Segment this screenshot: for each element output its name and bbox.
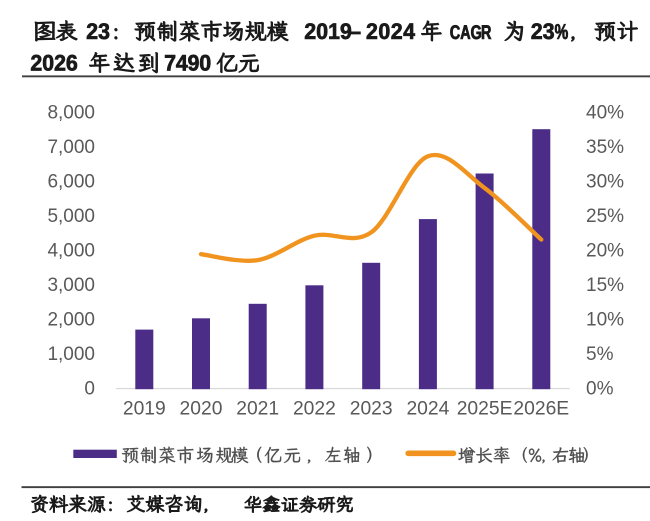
svg-text:2,000: 2,000	[47, 310, 95, 331]
svg-text:5,000: 5,000	[47, 206, 95, 227]
svg-text:4,000: 4,000	[47, 241, 95, 262]
svg-text:15%: 15%	[586, 275, 624, 296]
svg-text:20%: 20%	[586, 241, 624, 262]
svg-text:6,000: 6,000	[47, 172, 95, 193]
svg-text:5%: 5%	[586, 344, 614, 365]
svg-text:2025E: 2025E	[457, 398, 513, 419]
svg-text:40%: 40%	[586, 102, 624, 123]
svg-text:2024: 2024	[406, 398, 449, 419]
svg-text:10%: 10%	[586, 310, 624, 331]
svg-text:2023: 2023	[350, 398, 393, 419]
svg-text:2026E: 2026E	[513, 398, 569, 419]
svg-text:7,000: 7,000	[47, 137, 95, 158]
svg-text:0: 0	[84, 379, 95, 400]
svg-text:2020: 2020	[180, 398, 223, 419]
svg-text:8,000: 8,000	[47, 102, 95, 123]
svg-text:1,000: 1,000	[47, 344, 95, 365]
svg-text:35%: 35%	[586, 137, 624, 158]
svg-text:2019: 2019	[123, 398, 166, 419]
svg-text:2022: 2022	[293, 398, 336, 419]
svg-text:0%: 0%	[586, 379, 614, 400]
svg-text:30%: 30%	[586, 172, 624, 193]
svg-text:25%: 25%	[586, 206, 624, 227]
svg-text:2021: 2021	[236, 398, 279, 419]
svg-text:3,000: 3,000	[47, 275, 95, 296]
